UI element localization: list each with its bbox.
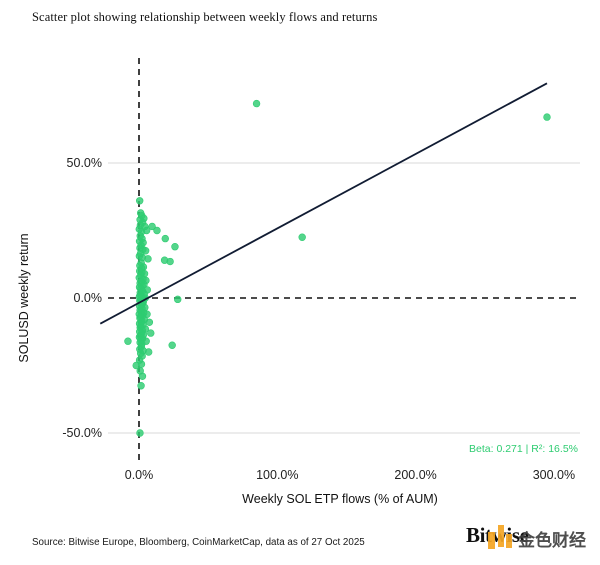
scatter-point [174,295,182,304]
y-axis-tick-label: -50.0% [62,426,102,440]
watermark-char: 经 [569,531,586,551]
y-axis-tick-label: 50.0% [66,156,102,170]
regression-stats-annotation: Beta: 0.271 | R²: 16.5% [469,443,578,455]
scatter-point [161,234,169,243]
scatter-point [543,113,551,121]
watermark-block [498,525,504,547]
site-watermark-icon: 金色财经 [480,522,586,551]
scatter-point [144,348,153,356]
gridlines [108,162,580,434]
scatter-point [145,318,154,326]
scatter-point [171,243,179,251]
y-axis-title: SOLUSD weekly return [17,233,31,363]
scatter-point [298,233,306,241]
source-note: Source: Bitwise Europe, Bloomberg, CoinM… [32,537,365,548]
scatter-point [132,361,140,370]
scatter-points [124,99,551,437]
scatter-point [252,99,261,108]
scatter-point [136,429,144,437]
scatter-point [148,222,156,231]
x-axis-tick-label: 0.0% [124,468,154,482]
scatter-point [135,197,144,205]
watermark-block [506,534,512,548]
scatter-point [137,382,145,390]
scatter-point [144,255,152,263]
x-axis-title: Weekly SOL ETP flows (% of AUM) [242,492,438,506]
x-axis-tick-label: 300.0% [532,468,576,482]
x-axis-tick-label: 200.0% [394,468,437,482]
scatter-point [166,257,174,266]
x-axis-tick-label: 100.0% [256,468,299,482]
scatter-point [147,329,155,337]
logo-brand-text: Bitwise [466,523,529,548]
scatter-point [138,372,147,380]
y-axis-tick-label: 0.0% [73,291,103,305]
scatter-point [168,341,176,349]
scatter-plot-canvas [99,58,580,462]
trendline [99,82,548,325]
watermark-char: 金 [518,531,535,551]
scatter-point [124,337,132,345]
watermark-char: 财 [552,531,569,551]
watermark-block [488,532,495,549]
reference-lines [108,58,580,462]
chart-title: Scatter plot showing relationship betwee… [32,10,378,24]
scatter-point [153,226,161,235]
regression-trendline [99,82,548,325]
watermark-char: 色 [535,531,552,551]
